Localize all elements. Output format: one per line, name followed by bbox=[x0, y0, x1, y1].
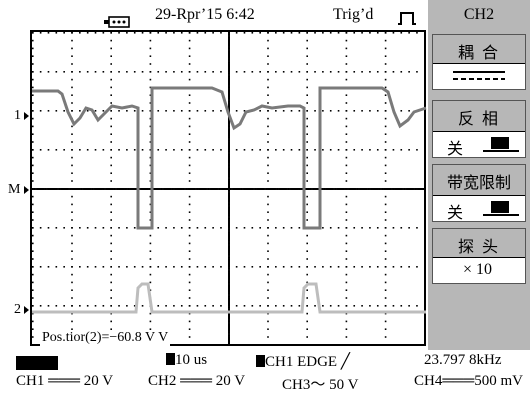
menu-coupling[interactable]: 耦 合 bbox=[432, 34, 526, 90]
ch4-scale[interactable]: CH4═══500 mV bbox=[414, 373, 523, 389]
menu-invert-label: 反 相 bbox=[457, 111, 500, 128]
menu-bandwidth-limit[interactable]: 带宽限制 关 bbox=[432, 164, 526, 222]
ch1-marker-arrow-icon bbox=[24, 112, 29, 120]
toggle-off-icon bbox=[483, 201, 519, 216]
menu-invert-state: 关 bbox=[447, 141, 464, 158]
menu-invert-value: 关 bbox=[433, 131, 525, 158]
run-indicator bbox=[16, 356, 58, 370]
timebase[interactable]: 10 us bbox=[166, 352, 207, 369]
ch1-scale[interactable]: CH1 ═══ 20 V bbox=[16, 373, 114, 389]
waveform-display[interactable] bbox=[30, 30, 427, 346]
channel-menu: CH2 耦 合 反 相 关 带宽限制 关 探 头 bbox=[428, 0, 530, 350]
ch2-marker[interactable]: 2 bbox=[14, 302, 21, 317]
menu-bandwidth-state: 关 bbox=[447, 205, 464, 222]
timebase-value: 10 us bbox=[175, 352, 208, 368]
date-time: 29-Rpr’15 6:42 bbox=[155, 6, 255, 23]
ch2-trace bbox=[32, 282, 426, 314]
trigger-edge-icon bbox=[398, 12, 416, 25]
menu-coupling-label: 耦 合 bbox=[457, 45, 500, 62]
math-marker[interactable]: M bbox=[8, 182, 21, 197]
ch2-scale[interactable]: CH2 ═══ 20 V bbox=[148, 373, 246, 389]
ch1-marker[interactable]: 1 bbox=[14, 108, 21, 123]
menu-probe-state: × 10 bbox=[463, 261, 493, 278]
menu-invert[interactable]: 反 相 关 bbox=[432, 100, 526, 158]
trigger-value: CH1 EDGE bbox=[265, 354, 338, 370]
ch2-marker-arrow-icon bbox=[24, 306, 29, 314]
menu-probe[interactable]: 探 头 × 10 bbox=[432, 228, 526, 284]
bottom-status bbox=[0, 350, 530, 394]
position-readout: Pos.tior(2)=−60.8 V V bbox=[40, 330, 171, 346]
timebase-icon bbox=[166, 353, 175, 365]
menu-probe-value: × 10 bbox=[433, 257, 525, 283]
trigger-status: Trig’d bbox=[333, 6, 374, 23]
math-marker-arrow-icon bbox=[24, 186, 29, 194]
menu-bandwidth-label: 带宽限制 bbox=[446, 175, 511, 192]
ch3-scale[interactable]: CH3～ 50 V bbox=[282, 377, 359, 393]
toggle-off-icon bbox=[483, 137, 519, 152]
trigger-icon bbox=[256, 355, 265, 367]
waveform-graticule bbox=[32, 32, 427, 346]
trigger-setting[interactable]: CH1 EDGE ╱ bbox=[256, 352, 350, 371]
rising-edge-icon: ╱ bbox=[340, 354, 350, 370]
usb-storage-icon bbox=[104, 16, 130, 28]
dc-coupling-icon bbox=[453, 71, 505, 80]
menu-coupling-value bbox=[433, 63, 525, 89]
menu-probe-label: 探 头 bbox=[457, 239, 500, 256]
menu-title: CH2 bbox=[463, 6, 495, 23]
graticule-dots bbox=[32, 32, 426, 346]
ch1-trace bbox=[32, 86, 427, 230]
frequency: 23.797 8kHz bbox=[424, 352, 502, 368]
menu-bandwidth-value: 关 bbox=[433, 195, 525, 222]
